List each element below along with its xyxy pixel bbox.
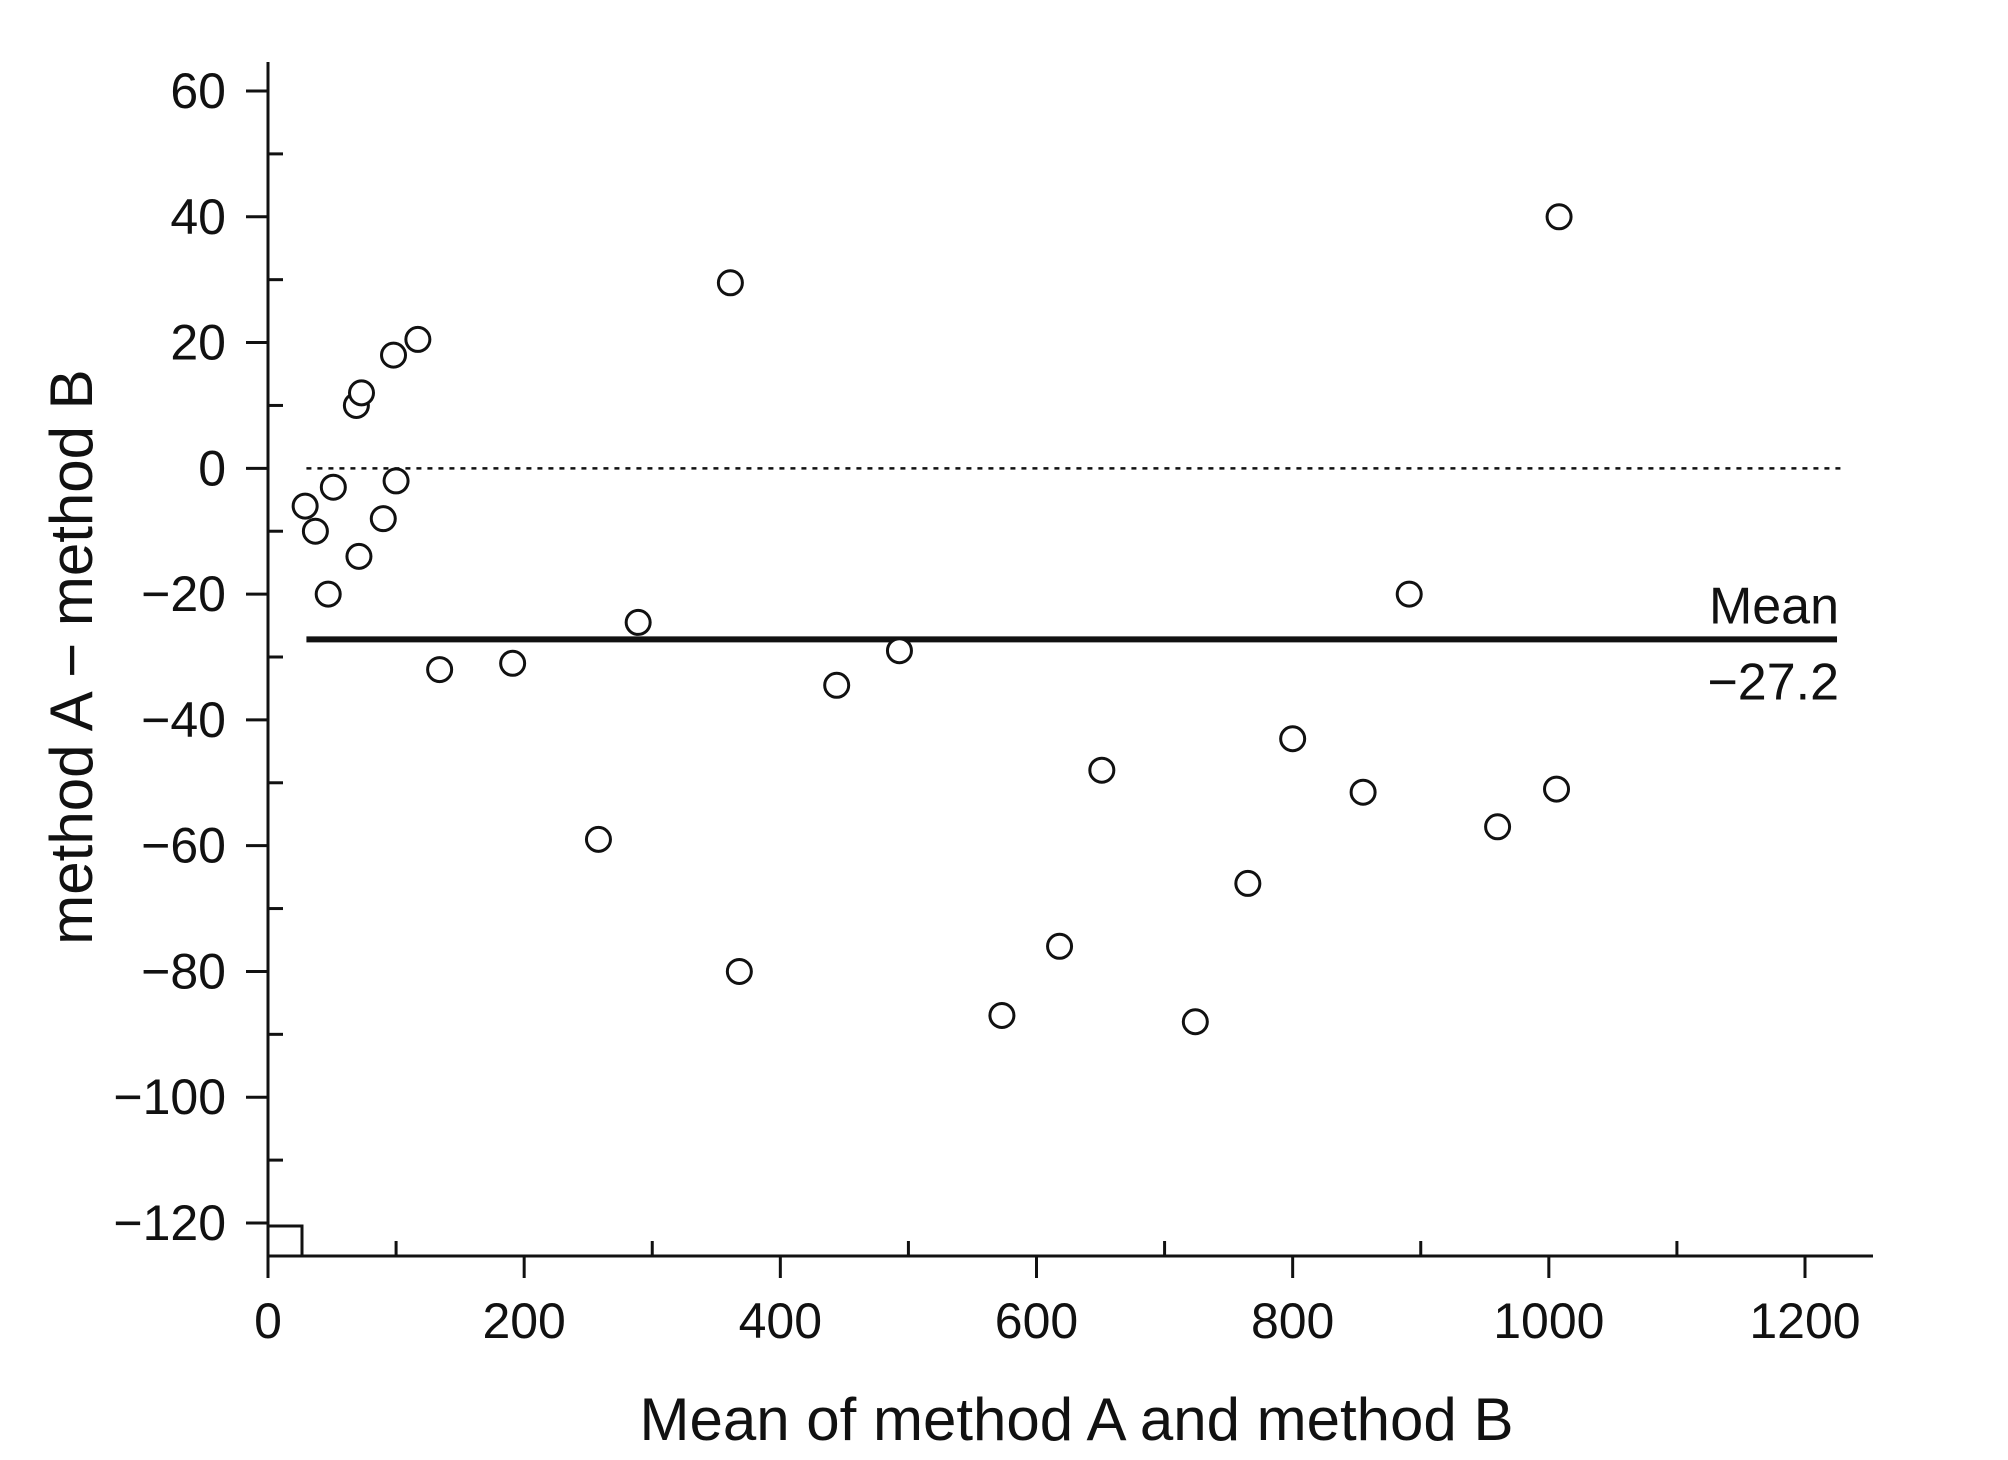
y-tick-label: −80 (141, 943, 226, 999)
data-point (624, 608, 652, 636)
data-point (1543, 775, 1571, 803)
data-point (314, 580, 342, 608)
x-tick-label: 600 (995, 1293, 1078, 1349)
data-point (301, 517, 329, 545)
data-point (1234, 869, 1262, 897)
data-point (1484, 813, 1512, 841)
data-point (988, 1001, 1016, 1029)
data-point (1349, 778, 1377, 806)
y-tick-label: −20 (141, 566, 226, 622)
x-axis-title: Mean of method A and method B (640, 1386, 1514, 1453)
y-tick-label: 60 (170, 63, 226, 119)
data-point (426, 656, 454, 684)
data-point (345, 542, 373, 570)
y-tick-label: 20 (170, 315, 226, 371)
x-tick-label: 1000 (1493, 1293, 1604, 1349)
x-tick-label: 0 (254, 1293, 282, 1349)
data-point (885, 637, 913, 665)
y-tick-label: −40 (141, 692, 226, 748)
data-point (1395, 580, 1423, 608)
data-point (1279, 725, 1307, 753)
data-point (291, 492, 319, 520)
data-point (319, 473, 347, 501)
data-point (1181, 1008, 1209, 1036)
data-point (823, 671, 851, 699)
data-point (499, 649, 527, 677)
data-point (369, 505, 397, 533)
axes (266, 62, 1873, 1258)
data-point (725, 957, 753, 985)
data-point (1046, 932, 1074, 960)
y-tick-label: −100 (113, 1069, 226, 1125)
y-tick-label: 40 (170, 189, 226, 245)
data-point (1545, 203, 1573, 231)
y-tick-label: 0 (198, 440, 226, 496)
x-tick-label: 400 (739, 1293, 822, 1349)
data-point (348, 379, 376, 407)
data-point (716, 269, 744, 297)
data-point (584, 825, 612, 853)
x-tick-label: 200 (482, 1293, 565, 1349)
reference-lines (306, 467, 1846, 643)
mean-label: Mean (1709, 577, 1839, 635)
data-points (291, 203, 1573, 1036)
x-tick-label: 800 (1251, 1293, 1334, 1349)
data-point (382, 467, 410, 495)
data-point (380, 341, 408, 369)
mean-value-label: −27.2 (1707, 653, 1839, 711)
y-tick-label: −60 (141, 818, 226, 874)
axis-corner-box (266, 1224, 304, 1258)
x-tick-label: 1200 (1749, 1293, 1860, 1349)
data-point (404, 325, 432, 353)
y-axis-title: method A − method B (38, 369, 105, 944)
y-tick-label: −120 (113, 1195, 226, 1251)
data-point (1088, 756, 1116, 784)
